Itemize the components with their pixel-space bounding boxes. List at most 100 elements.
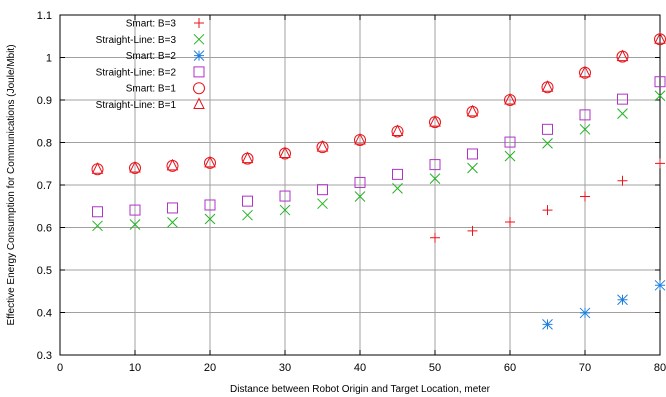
- data-point-plus: [467, 225, 478, 236]
- data-point-cross: [92, 220, 103, 232]
- data-point-star: [617, 294, 628, 306]
- x-tick-label: 20: [204, 362, 216, 374]
- series-star-group: [542, 279, 666, 330]
- data-point-cross: [242, 209, 253, 221]
- x-tick-label: 30: [279, 362, 291, 374]
- data-point-square: [467, 148, 478, 160]
- data-point-square: [167, 202, 178, 214]
- axis-ticks: 0 10 20 30 40 50 60 70 80 0.3 0.4 0.5 0.6 0.7 0.8 0.9 1 1…: [37, 10, 666, 374]
- x-tick-label: 10: [129, 362, 141, 374]
- data-point-cross: [354, 191, 366, 202]
- data-point-triangle: [654, 32, 666, 44]
- data-point-cross: [204, 213, 216, 225]
- data-point-square: [354, 176, 366, 188]
- y-tick-label: 0.5: [37, 265, 52, 277]
- data-point-square: [92, 206, 103, 218]
- data-point-square: [392, 168, 403, 180]
- x-tick-label: 70: [579, 362, 591, 374]
- y-tick-label: 0.9: [37, 95, 52, 107]
- data-point-plus: [430, 232, 440, 243]
- legend-marker: [193, 97, 205, 109]
- series-plus-group: [430, 158, 665, 243]
- legend-triangle-icon: [193, 97, 205, 109]
- data-point-triangle: [204, 155, 216, 168]
- legend-label: Smart: B=3: [126, 19, 177, 30]
- y-tick-label: 0.8: [37, 138, 52, 150]
- x-tick-label: 60: [504, 362, 516, 374]
- data-point-square: [317, 184, 328, 196]
- data-point-triangle: [166, 158, 179, 171]
- data-point-triangle: [241, 151, 254, 164]
- data-point-triangle: [541, 80, 554, 92]
- y-tick-label: 0.4: [37, 308, 52, 320]
- data-point-plus: [542, 205, 553, 216]
- data-point-square: [279, 190, 291, 202]
- series-cross-group: [92, 90, 666, 232]
- legend-marker: [193, 33, 205, 45]
- y-tick-label: 0.3: [37, 350, 52, 362]
- data-point-cross: [542, 137, 553, 149]
- legend-star-icon: [193, 50, 205, 61]
- legend-cross-icon: [193, 33, 205, 45]
- legend: Smart: B=3 Straight-Line: B=3 Smart: B=2 St…: [96, 18, 205, 111]
- legend-label: Smart: B=1: [126, 84, 177, 95]
- data-point-cross: [579, 123, 591, 135]
- y-axis-label: Effective Energy Consumption for Communi…: [6, 44, 17, 325]
- legend-circle-icon: [193, 82, 205, 95]
- data-point-square: [204, 199, 216, 211]
- data-point-square: [617, 93, 628, 105]
- data-point-square: [429, 159, 441, 171]
- data-point-triangle: [504, 92, 516, 105]
- data-point-cross: [167, 217, 178, 228]
- data-point-plus: [655, 158, 665, 169]
- data-point-plus: [617, 175, 628, 186]
- data-point-square: [129, 204, 141, 216]
- data-point-cross: [129, 219, 141, 230]
- data-point-plus: [505, 216, 515, 227]
- data-point-cross: [617, 108, 628, 119]
- series-square-group: [92, 76, 666, 218]
- legend-plus-icon: [194, 18, 204, 28]
- data-point-triangle: [466, 104, 479, 117]
- data-point-cross: [279, 204, 291, 216]
- legend-label: Straight-Line: B=2: [96, 67, 177, 78]
- legend-marker: [193, 50, 205, 61]
- data-point-square: [542, 123, 553, 135]
- legend-marker: [194, 18, 204, 28]
- data-point-star: [542, 319, 553, 330]
- data-point-triangle: [429, 114, 441, 127]
- data-point-cross: [467, 162, 478, 174]
- x-tick-label: 0: [57, 362, 63, 374]
- data-point-triangle: [616, 49, 629, 62]
- y-tick-label: 1: [46, 53, 52, 65]
- data-marks: [91, 32, 666, 330]
- legend-label: Straight-Line: B=1: [96, 100, 177, 111]
- data-point-triangle: [316, 140, 329, 152]
- data-point-square: [242, 195, 253, 207]
- series-triangle-group: [91, 32, 666, 174]
- data-point-cross: [317, 198, 328, 210]
- data-point-cross: [654, 90, 666, 102]
- x-tick-label: 50: [429, 362, 441, 374]
- data-point-triangle: [391, 124, 404, 136]
- data-point-cross: [429, 173, 441, 184]
- y-tick-label: 1.1: [37, 10, 52, 22]
- x-tick-label: 40: [354, 362, 366, 374]
- data-point-triangle: [354, 132, 366, 145]
- legend-label: Smart: B=2: [126, 51, 177, 62]
- data-point-triangle: [129, 160, 141, 173]
- data-point-star: [579, 307, 591, 319]
- grid-lines: [60, 15, 660, 355]
- data-point-plus: [580, 191, 590, 202]
- data-point-square: [579, 109, 591, 121]
- y-tick-label: 0.7: [37, 180, 52, 192]
- legend-marker: [193, 82, 205, 95]
- data-point-square: [504, 136, 516, 148]
- legend-square-icon: [193, 66, 205, 78]
- data-point-triangle: [279, 146, 291, 159]
- x-tick-label: 80: [654, 362, 666, 374]
- data-point-star: [654, 279, 666, 291]
- data-point-triangle: [579, 65, 591, 78]
- legend-label: Straight-Line: B=3: [96, 35, 177, 46]
